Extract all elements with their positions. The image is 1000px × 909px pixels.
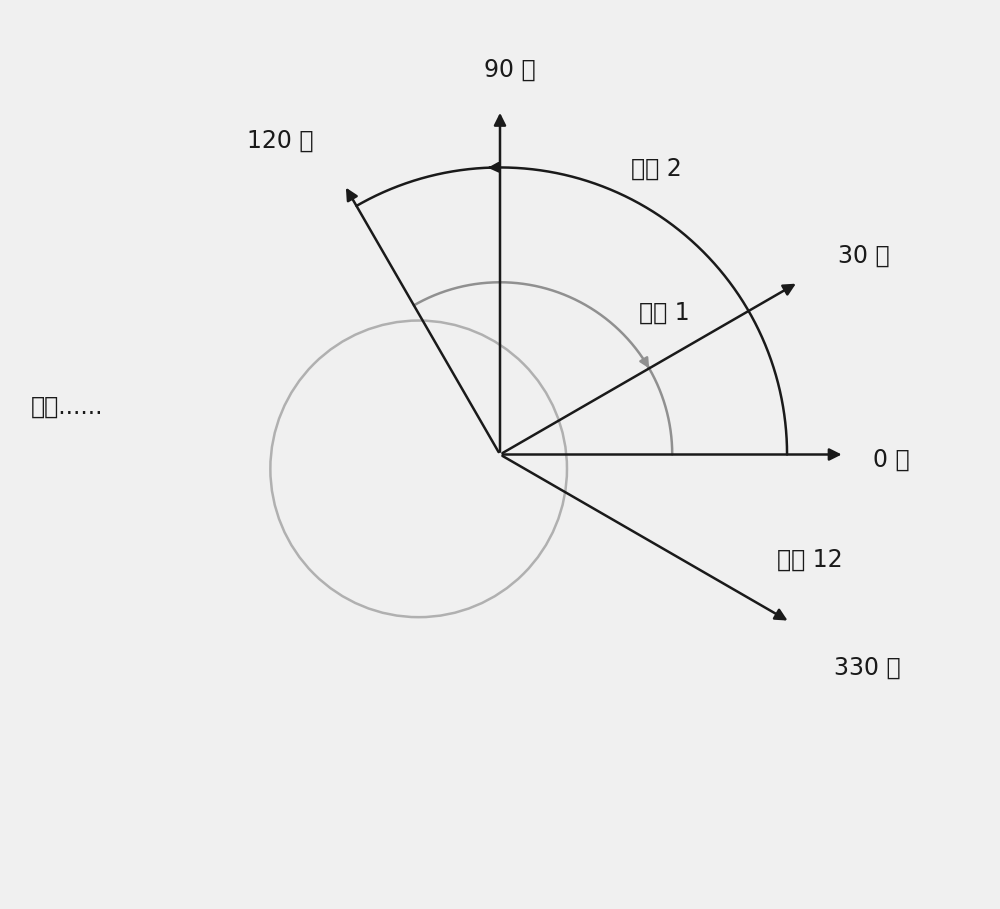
Text: 弧段 12: 弧段 12 — [777, 548, 843, 572]
Text: 弧段......: 弧段...... — [31, 395, 104, 419]
Text: 90 度: 90 度 — [484, 57, 535, 81]
Text: 120 度: 120 度 — [247, 128, 313, 153]
Text: 弧段 2: 弧段 2 — [631, 157, 682, 181]
Text: 弧段 1: 弧段 1 — [639, 301, 690, 325]
Text: 330 度: 330 度 — [834, 655, 901, 679]
Text: 30 度: 30 度 — [838, 244, 890, 268]
Text: 0 度: 0 度 — [873, 447, 910, 471]
